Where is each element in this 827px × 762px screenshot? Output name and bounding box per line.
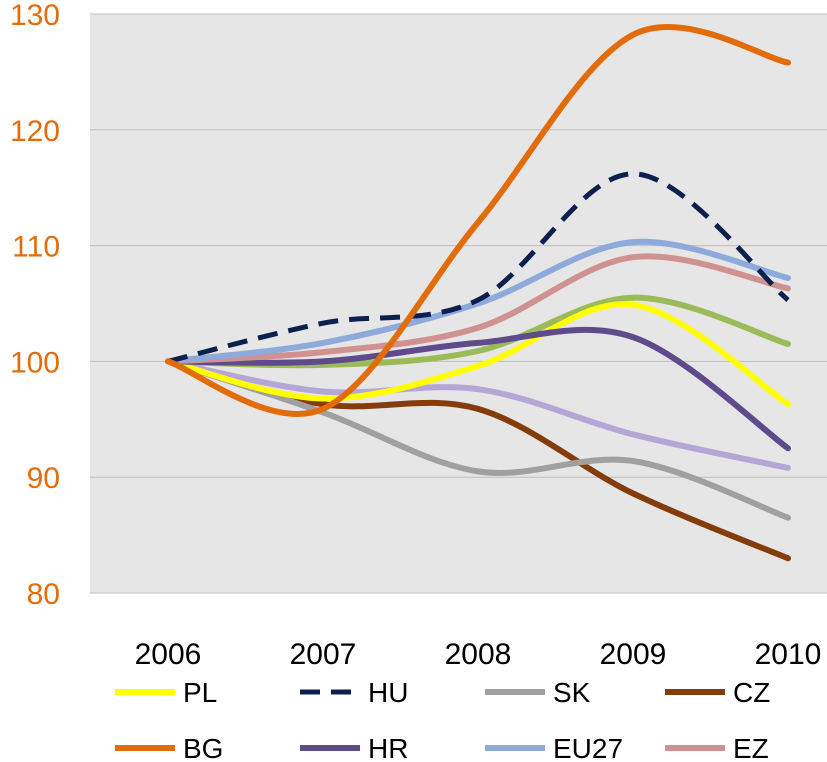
legend-label-eu27: EU27 [553,733,623,762]
series-lines [165,24,791,562]
series-line-unlabeled-9 [165,358,791,471]
y-axis-ticks: 80 90 100 110 120 130 [10,0,60,611]
y-tick-label: 80 [27,578,60,611]
y-tick-label: 130 [10,0,60,32]
series-line-hr [165,326,791,452]
series-line-bg [165,24,791,417]
x-tick-label: 2006 [135,638,202,671]
legend-label-hr: HR [368,733,408,762]
series-line-pl [165,301,791,408]
x-tick-label: 2007 [290,638,357,671]
y-tick-label: 100 [10,346,60,379]
series-line-hu [167,171,790,364]
x-tick-label: 2008 [445,638,512,671]
x-tick-label: 2009 [600,638,667,671]
legend-label-bg: BG [183,733,223,762]
x-axis-ticks: 2006 2007 2008 2009 2010 [135,638,822,671]
x-tick-label: 2010 [755,638,822,671]
legend-label-ez: EZ [733,733,769,762]
y-tick-label: 120 [10,115,60,148]
series-line-sk [165,358,791,521]
legend-label-cz: CZ [733,677,770,708]
legend-label-sk: SK [553,677,591,708]
plot-area [90,14,827,593]
series-line-ez [165,253,791,365]
y-tick-label: 90 [27,462,60,495]
legend: PL HU SK CZ BG HR EU27 EZ [115,677,770,762]
legend-label-pl: PL [183,677,217,708]
legend-label-hu: HU [368,677,408,708]
y-tick-label: 110 [12,231,60,264]
series-line-eu27 [165,238,791,365]
